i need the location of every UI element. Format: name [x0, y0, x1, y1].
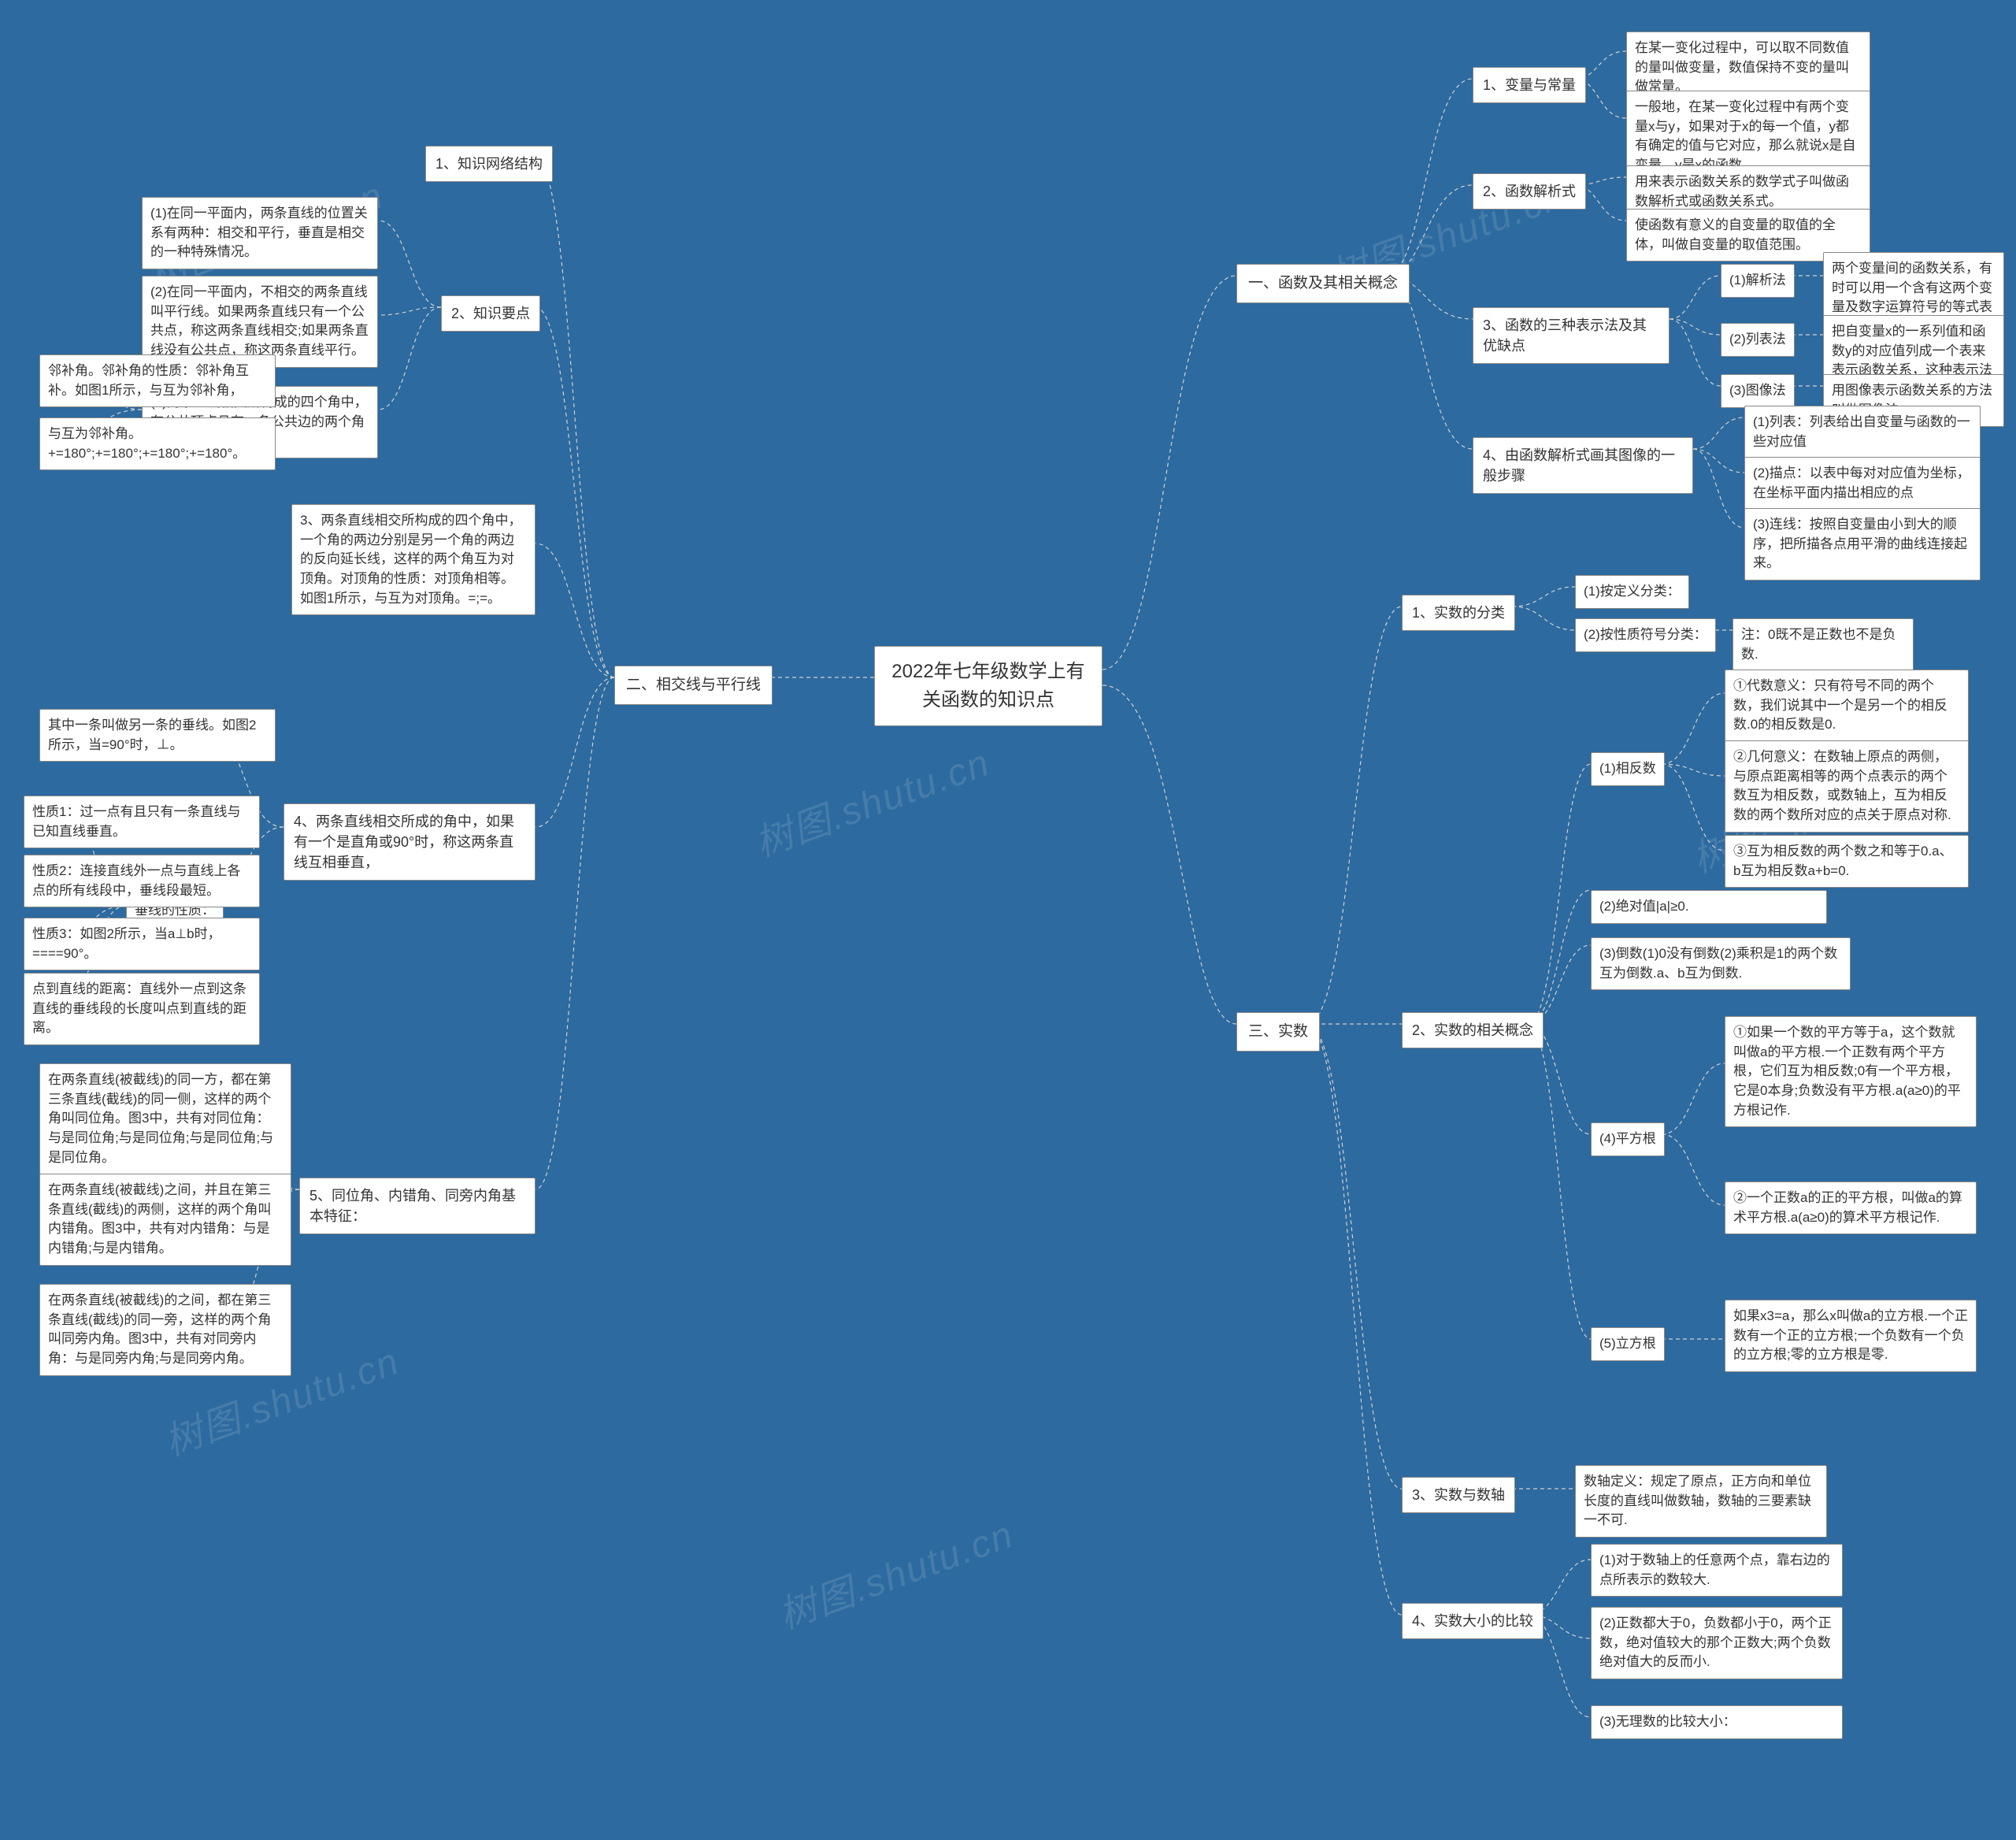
b3-n2-d-t2: ②一个正数a的正的平方根，叫做a的算术平方根.a(a≥0)的算术平方根记作.: [1725, 1182, 1977, 1234]
b2-n1: 1、知识网络结构: [425, 146, 553, 182]
b1-n4-b: (2)描点：以表中每对对应值为坐标，在坐标平面内描出相应的点: [1744, 457, 1981, 510]
b2-n2-c-l1: 邻补角。邻补角的性质：邻补角互补。如图1所示，与互为邻补角，: [39, 354, 276, 407]
b1-n1: 1、变量与常量: [1473, 67, 1586, 103]
b3-n1-b-text: 注：0既不是正数也不是负数.: [1732, 618, 1914, 671]
b2-n2-a: (1)在同一平面内，两条直线的位置关系有两种：相交和平行，垂直是相交的一种特殊情…: [142, 197, 378, 269]
b2-n4-b3: 性质3：如图2所示，当a⊥b时，====90°。: [24, 918, 260, 970]
b1-n4-a: (1)列表：列表给出自变量与函数的一些对应值: [1744, 406, 1981, 458]
watermark: 树图.shutu.cn: [746, 732, 996, 868]
b3-n4-c: (3)无理数的比较大小：: [1591, 1705, 1843, 1739]
b1-n3-b-label: (2)列表法: [1721, 323, 1795, 357]
center-node: 2022年七年级数学上有关函数的知识点: [874, 646, 1102, 726]
b1-n3-a-label: (1)解析法: [1721, 264, 1795, 298]
b3-n1-a: (1)按定义分类：: [1575, 575, 1689, 609]
b2-n5-a: 在两条直线(被截线)的同一方，都在第三条直线(截线)的同一侧，这样的两个角叫同位…: [39, 1063, 291, 1174]
b1-n4-c: (3)连线：按照自变量由小到大的顺序，把所描各点用平滑的曲线连接起来。: [1744, 508, 1981, 581]
branch-2: 二、相交线与平行线: [614, 666, 773, 705]
b2-n4-b4: 点到直线的距离：直线外一点到这条直线的垂线段的长度叫点到直线的距离。: [24, 973, 260, 1045]
b3-n3-text: 数轴定义：规定了原点，正方向和单位长度的直线叫做数轴，数轴的三要素缺一不可.: [1575, 1465, 1827, 1538]
branch-1: 一、函数及其相关概念: [1236, 264, 1410, 303]
b3-n2-a-t2: ②几何意义：在数轴上原点的两侧，与原点距离相等的两个点表示的两个数互为相反数，或…: [1725, 740, 1969, 833]
b3-n3: 3、实数与数轴: [1402, 1477, 1515, 1513]
b2-n4-b2: 性质2：连接直线外一点与直线上各点的所有线段中，垂线段最短。: [24, 855, 260, 907]
b1-n2: 2、函数解析式: [1473, 173, 1586, 210]
b2-n5-c: 在两条直线(被截线)的之间，都在第三条直线(截线)的同一旁，这样的两个角叫同旁内…: [39, 1284, 291, 1376]
b2-n5: 5、同位角、内错角、同旁内角基本特征：: [299, 1178, 536, 1234]
b2-n4-b1: 性质1：过一点有且只有一条直线与已知直线垂直。: [24, 796, 260, 848]
branch-3: 三、实数: [1236, 1012, 1320, 1052]
b3-n2-e-text: 如果x3=a，那么x叫做a的立方根.一个正数有一个正的立方根;一个负数有一个负的…: [1725, 1300, 1977, 1372]
b3-n2-a-label: (1)相反数: [1591, 752, 1665, 786]
b2-n4-a: 其中一条叫做另一条的垂线。如图2所示，当=90°时，⊥。: [39, 709, 276, 762]
b3-n2-d-label: (4)平方根: [1591, 1122, 1665, 1156]
b2-n2-c-l2: 与互为邻补角。+=180°;+=180°;+=180°;+=180°。: [39, 417, 276, 470]
b2-n2: 2、知识要点: [441, 295, 540, 332]
b1-n3-c-label: (3)图像法: [1721, 374, 1795, 408]
watermark: 树图.shutu.cn: [769, 1504, 1020, 1640]
b3-n2-c: (3)倒数(1)0没有倒数(2)乘积是1的两个数互为倒数.a、b互为倒数.: [1591, 937, 1851, 990]
b3-n1: 1、实数的分类: [1402, 595, 1515, 631]
b3-n2-d-t1: ①如果一个数的平方等于a，这个数就叫做a的平方根.一个正数有两个平方根，它们互为…: [1725, 1016, 1977, 1127]
b3-n2-a-t3: ③互为相反数的两个数之和等于0.a、b互为相反数a+b=0.: [1725, 835, 1969, 888]
b3-n1-b-label: (2)按性质符号分类：: [1575, 618, 1716, 652]
b3-n2-e-label: (5)立方根: [1591, 1327, 1665, 1361]
b1-n4: 4、由函数解析式画其图像的一般步骤: [1473, 437, 1693, 494]
b3-n2-b: (2)绝对值|a|≥0.: [1591, 890, 1827, 924]
b2-n3: 3、两条直线相交所构成的四个角中，一个角的两边分别是另一个角的两边的反向延长线，…: [291, 504, 536, 615]
b3-n4: 4、实数大小的比较: [1402, 1603, 1544, 1639]
b3-n4-a: (1)对于数轴上的任意两个点，靠右边的点所表示的数较大.: [1591, 1544, 1843, 1597]
b3-n2-a-t1: ①代数意义：只有符号不同的两个数，我们说其中一个是另一个的相反数.0的相反数是0…: [1725, 670, 1969, 742]
b3-n4-b: (2)正数都大于0，负数都小于0，两个正数，绝对值较大的那个正数大;两个负数绝对…: [1591, 1607, 1843, 1679]
b1-n3: 3、函数的三种表示法及其优缺点: [1473, 307, 1670, 364]
b3-n2: 2、实数的相关概念: [1402, 1012, 1544, 1048]
b2-n5-b: 在两条直线(被截线)之间，并且在第三条直线(截线)的两侧，这样的两个角叫内错角。…: [39, 1174, 291, 1266]
b2-n4: 4、两条直线相交所成的角中，如果有一个是直角或90°时，称这两条直线互相垂直，: [284, 803, 536, 881]
